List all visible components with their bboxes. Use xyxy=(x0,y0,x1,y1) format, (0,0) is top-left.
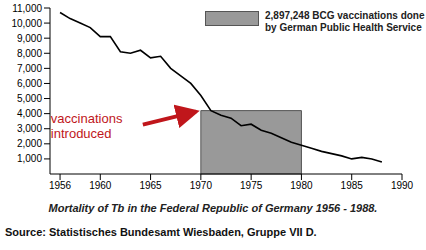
svg-text:vaccinations: vaccinations xyxy=(51,111,123,126)
svg-text:1980: 1980 xyxy=(290,180,313,191)
html-text:2,897,248 BCG vaccinations don: 2,897,248 BCG vaccinations done xyxy=(265,10,425,21)
svg-text:5,000: 5,000 xyxy=(17,93,42,104)
svg-text:10,000: 10,000 xyxy=(11,18,42,29)
svg-text:1990: 1990 xyxy=(391,180,414,191)
svg-text:2,000: 2,000 xyxy=(17,138,42,149)
html-text:by German Public Health Servic: by German Public Health Service xyxy=(265,22,422,33)
svg-text:1985: 1985 xyxy=(341,180,364,191)
svg-text:1960: 1960 xyxy=(89,180,112,191)
svg-text:1970: 1970 xyxy=(190,180,213,191)
svg-text:6,000: 6,000 xyxy=(17,78,42,89)
svg-text:3,000: 3,000 xyxy=(17,123,42,134)
svg-text:1956: 1956 xyxy=(49,180,72,191)
svg-text:1965: 1965 xyxy=(139,180,162,191)
svg-text:4,000: 4,000 xyxy=(17,108,42,119)
svg-text:1,000: 1,000 xyxy=(17,153,42,164)
svg-text:7,000: 7,000 xyxy=(17,63,42,74)
svg-text:11,000: 11,000 xyxy=(12,3,42,14)
svg-text:9,000: 9,000 xyxy=(17,33,42,44)
html-text:Source: Statistisches Bundesam: Source: Statistisches Bundesamt Wiesbade… xyxy=(5,226,317,238)
svg-text:introduced: introduced xyxy=(51,126,112,141)
svg-text:8,000: 8,000 xyxy=(17,48,42,59)
html-text:Mortality of Tb in the Federal: Mortality of Tb in the Federal Republic … xyxy=(48,202,378,214)
svg-text:1975: 1975 xyxy=(240,180,263,191)
